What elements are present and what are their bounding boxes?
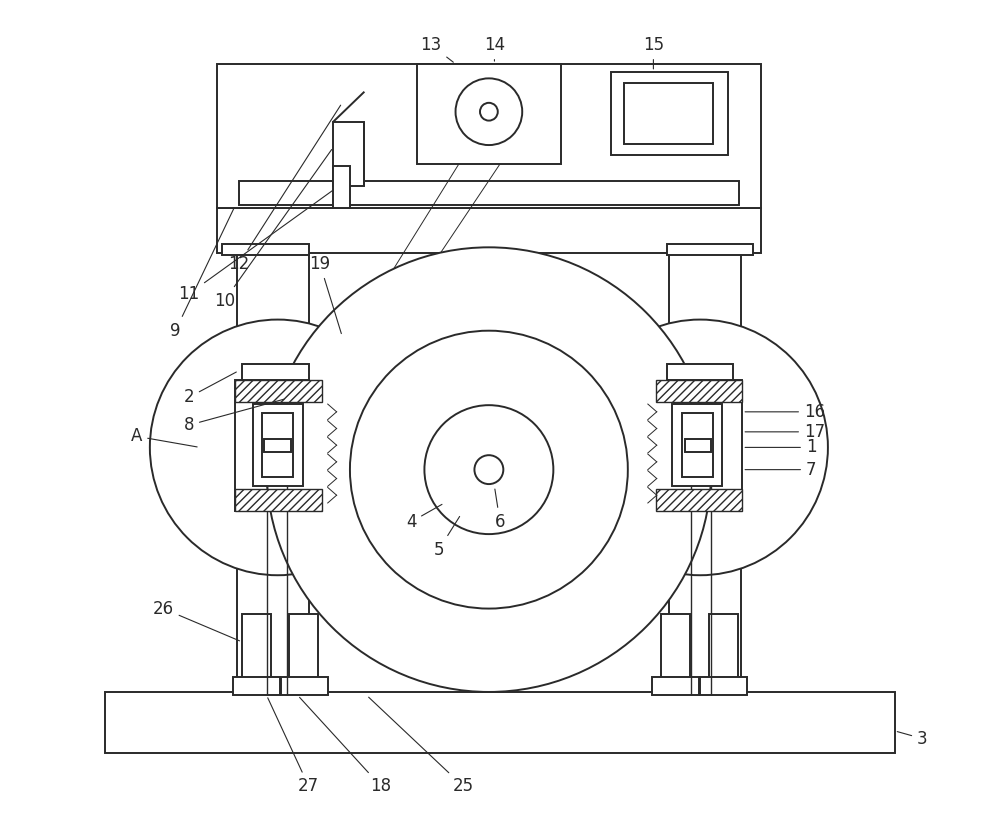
Bar <box>287 386 329 411</box>
Text: 15: 15 <box>643 36 664 69</box>
Bar <box>656 489 742 511</box>
Bar <box>239 181 739 205</box>
Circle shape <box>267 248 711 692</box>
Text: A: A <box>131 427 197 447</box>
Bar <box>682 413 713 477</box>
Bar <box>253 404 303 486</box>
Bar <box>656 380 742 511</box>
Text: 1: 1 <box>745 439 817 457</box>
Bar <box>105 692 895 753</box>
Text: 26: 26 <box>153 600 240 641</box>
Bar <box>235 489 322 511</box>
Text: 5: 5 <box>434 516 460 559</box>
Bar <box>417 64 561 164</box>
Bar <box>669 225 741 692</box>
Text: 11: 11 <box>178 190 333 303</box>
Bar <box>667 244 753 255</box>
Text: 10: 10 <box>214 150 332 310</box>
Bar <box>624 83 713 144</box>
Circle shape <box>456 78 522 145</box>
Text: 16: 16 <box>745 403 825 421</box>
Bar <box>652 677 699 695</box>
Text: 8: 8 <box>184 400 284 434</box>
Bar <box>333 122 364 186</box>
Bar <box>667 364 733 380</box>
Bar <box>217 355 761 386</box>
Bar <box>262 413 293 477</box>
Bar <box>289 614 318 690</box>
Bar <box>242 364 309 380</box>
Bar <box>281 677 328 695</box>
Bar <box>685 439 711 452</box>
Text: 2: 2 <box>183 372 236 406</box>
Bar <box>333 166 350 208</box>
Text: 6: 6 <box>495 489 505 531</box>
Text: 19: 19 <box>309 255 341 333</box>
Bar <box>611 72 728 155</box>
Circle shape <box>350 331 628 609</box>
Circle shape <box>474 455 503 484</box>
Bar <box>242 614 271 690</box>
Circle shape <box>424 405 553 534</box>
Text: 7: 7 <box>745 461 816 479</box>
Text: 4: 4 <box>406 504 442 531</box>
Bar <box>233 677 280 695</box>
Text: 3: 3 <box>897 730 928 748</box>
Bar <box>217 64 761 208</box>
Text: 13: 13 <box>420 36 453 62</box>
Text: 27: 27 <box>268 698 319 796</box>
Text: 18: 18 <box>300 698 392 796</box>
Bar <box>661 614 690 690</box>
Bar <box>222 244 309 255</box>
Bar <box>700 677 747 695</box>
Bar <box>656 380 742 402</box>
Bar <box>235 380 322 402</box>
Text: 9: 9 <box>170 208 234 340</box>
Bar <box>672 404 722 486</box>
Circle shape <box>150 319 406 575</box>
Bar <box>237 225 309 692</box>
Circle shape <box>572 319 828 575</box>
Bar <box>217 208 761 253</box>
Bar <box>264 439 291 452</box>
Text: 17: 17 <box>745 423 825 441</box>
Text: 14: 14 <box>484 36 505 61</box>
Circle shape <box>480 103 498 121</box>
Text: 25: 25 <box>369 697 474 796</box>
Bar <box>235 380 322 511</box>
Text: 12: 12 <box>228 105 341 273</box>
Bar <box>709 614 738 690</box>
